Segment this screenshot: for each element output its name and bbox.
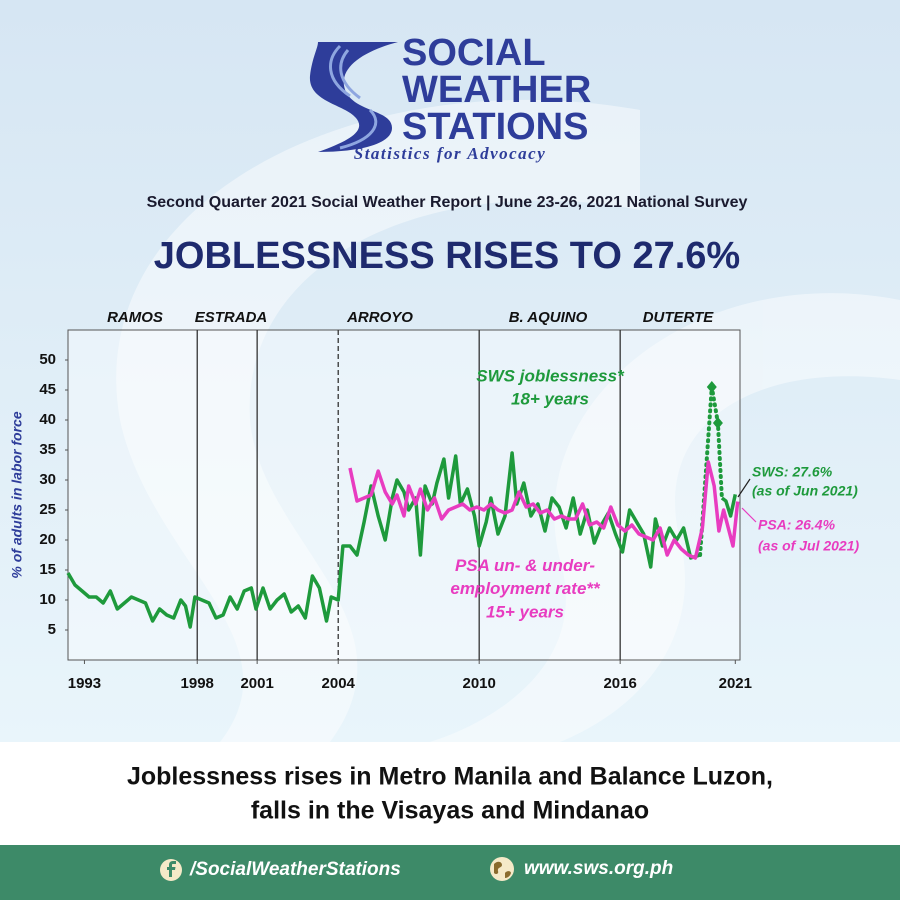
logo-text: STATIONS <box>402 106 588 148</box>
y-tick-label: 50 <box>39 351 56 368</box>
pointer <box>741 507 757 523</box>
era-label: ESTRADA <box>195 309 268 326</box>
y-axis-label: % of adults in labor force <box>9 411 25 578</box>
y-tick-label: 45 <box>39 381 56 398</box>
x-tick-label: 2021 <box>719 675 752 692</box>
era-label: RAMOS <box>107 309 163 326</box>
era-label: DUTERTE <box>643 309 715 326</box>
line <box>66 451 701 629</box>
series-name: SWS joblessness* <box>476 366 625 385</box>
y-tick-label: 35 <box>39 441 56 458</box>
y-tick-label: 20 <box>39 531 56 548</box>
point-marker <box>712 417 723 429</box>
series-note: 18+ years <box>511 389 589 408</box>
point-marker <box>706 381 717 393</box>
y-tick-label: 25 <box>39 501 56 518</box>
era-label: B. AQUINO <box>509 309 588 326</box>
x-tick-label: 1993 <box>68 675 101 692</box>
y-tick-label: 30 <box>39 471 56 488</box>
y-tick-label: 15 <box>39 561 56 578</box>
x-tick-label: 2004 <box>322 675 356 692</box>
facebook-icon <box>160 859 182 881</box>
caption: falls in the Visayas and Mindanao <box>251 797 649 825</box>
y-tick-label: 40 <box>39 411 56 428</box>
end-label: PSA: 26.4% <box>758 517 836 533</box>
logo-text: WEATHER <box>402 69 591 111</box>
footer-band <box>0 845 900 900</box>
x-tick-label: 2010 <box>463 675 496 692</box>
logo-text: SOCIAL <box>402 32 546 74</box>
era-label: ARROYO <box>346 309 413 326</box>
facebook-handle: /SocialWeatherStations <box>189 859 401 880</box>
caption-band <box>0 742 900 845</box>
line <box>348 460 740 560</box>
caption: Joblessness rises in Metro Manila and Ba… <box>127 763 773 791</box>
y-tick-label: 5 <box>48 621 56 638</box>
website: www.sws.org.ph <box>524 858 673 879</box>
background-swoosh <box>116 99 900 742</box>
x-tick-label: 2001 <box>240 675 273 692</box>
tagline: Statistics for Advocacy <box>354 144 547 163</box>
report-line: Second Quarter 2021 Social Weather Repor… <box>147 194 748 211</box>
series-name: PSA un- & under-employment rate** <box>450 556 601 598</box>
logo-mark <box>309 42 398 152</box>
line <box>720 494 738 518</box>
series-note: 15+ years <box>486 602 564 621</box>
end-note: (as of Jul 2021) <box>758 538 859 554</box>
headline: JOBLESSNESS RISES TO 27.6% <box>154 235 740 277</box>
x-tick-label: 2016 <box>603 675 636 692</box>
chart: 5 10 15 20 25 30 35 40 45 50 1993 1998 2001 2004 2010 2… <box>39 309 859 692</box>
end-label: SWS: 27.6% <box>752 464 833 480</box>
x-tick-label: 1998 <box>181 675 214 692</box>
pointer <box>737 478 751 498</box>
y-tick-label: 10 <box>39 591 56 608</box>
end-note: (as of Jun 2021) <box>752 483 858 499</box>
globe-icon <box>490 857 514 881</box>
